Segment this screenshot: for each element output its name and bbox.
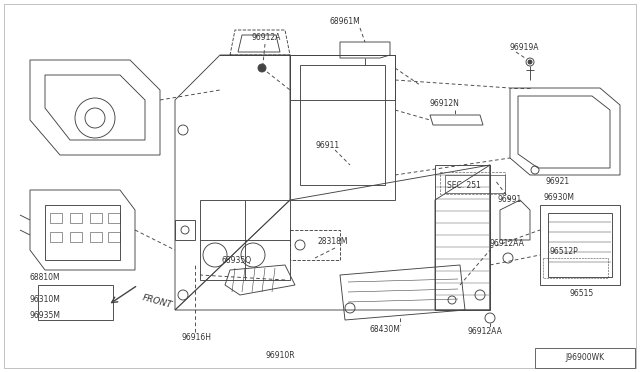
Text: 96930M: 96930M <box>543 192 574 202</box>
Text: 68810M: 68810M <box>30 273 61 282</box>
Bar <box>108 213 120 223</box>
Bar <box>38 285 113 320</box>
Circle shape <box>528 60 532 64</box>
Text: 96912A: 96912A <box>252 33 282 42</box>
Text: J96900WK: J96900WK <box>565 353 605 362</box>
Text: 28318M: 28318M <box>318 237 349 247</box>
Bar <box>70 232 82 242</box>
Bar <box>90 232 102 242</box>
Text: 96310M: 96310M <box>30 295 61 305</box>
Text: 68935Q: 68935Q <box>222 256 252 264</box>
Text: 96512P: 96512P <box>550 247 579 257</box>
Text: 96935M: 96935M <box>30 311 61 320</box>
Text: 96911: 96911 <box>315 141 339 150</box>
Text: 96921: 96921 <box>545 177 569 186</box>
Bar <box>543 258 608 278</box>
Bar <box>440 172 505 194</box>
Text: 96515: 96515 <box>570 289 595 298</box>
Text: 96919A: 96919A <box>510 44 540 52</box>
Text: 96912N: 96912N <box>430 99 460 109</box>
Bar <box>70 213 82 223</box>
Text: 68430M: 68430M <box>370 326 401 334</box>
Bar <box>50 213 62 223</box>
Bar <box>90 213 102 223</box>
Bar <box>108 232 120 242</box>
Text: 96912AA: 96912AA <box>490 240 525 248</box>
Text: 96910R: 96910R <box>265 350 295 359</box>
Text: SEC. 251: SEC. 251 <box>447 182 481 190</box>
Text: FRONT: FRONT <box>141 294 173 310</box>
Text: 96991: 96991 <box>498 196 522 205</box>
Bar <box>45 205 120 260</box>
Text: 96916H: 96916H <box>182 334 212 343</box>
Bar <box>50 232 62 242</box>
Text: 68961M: 68961M <box>330 17 361 26</box>
Text: 96912AA: 96912AA <box>468 327 503 337</box>
Bar <box>535 348 635 368</box>
Circle shape <box>258 64 266 72</box>
Bar <box>445 175 505 193</box>
